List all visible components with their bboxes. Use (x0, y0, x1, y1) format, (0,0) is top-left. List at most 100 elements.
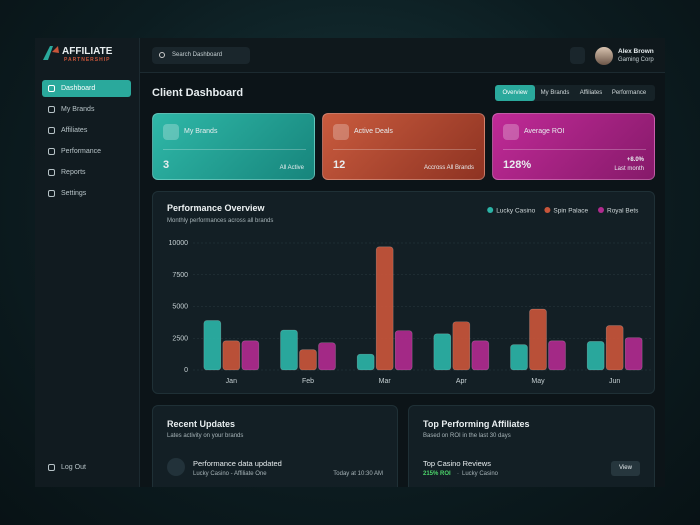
nav-label: Performance (61, 148, 102, 155)
y-tick-label: 5000 (172, 304, 188, 311)
nav-item[interactable]: Reports (42, 164, 131, 181)
affiliate-brand: Lucky Casino (462, 471, 499, 477)
x-tick-label: Apr (456, 378, 468, 385)
nav-label: Settings (61, 190, 87, 197)
bar (452, 321, 471, 371)
x-tick-label: Jun (609, 378, 620, 385)
y-tick-label: 0 (184, 367, 188, 374)
stat-card: My Brands 3 All Active (152, 113, 315, 180)
card-note: Accross All Brands (423, 165, 474, 171)
x-tick-label: Feb (302, 378, 314, 385)
bar (510, 344, 528, 371)
nav-label: Dashboard (61, 85, 96, 92)
card-title: My Brands (184, 128, 218, 135)
tabs: Overview My Brands Affiliates Performance (495, 85, 655, 101)
search-box[interactable]: Search Dashboard (152, 47, 250, 64)
nav-item[interactable]: Affiliates (42, 122, 131, 139)
legend-label: Royal Bets (607, 208, 639, 215)
bar (605, 325, 624, 371)
bar (375, 246, 394, 371)
card-value: 12 (333, 159, 346, 171)
nav-item[interactable]: Performance (42, 143, 131, 160)
bar (624, 337, 643, 371)
search-placeholder: Search Dashboard (172, 52, 223, 58)
bar (471, 340, 490, 371)
card-icon (333, 124, 349, 140)
y-tick-label: 10000 (169, 240, 189, 247)
chart-panel: Performance Overview Monthly performance… (152, 191, 655, 394)
bar (356, 353, 375, 371)
bar (548, 340, 566, 371)
update-icon (167, 458, 185, 476)
stat-card: Average ROI 128% +8.0% Last month (492, 113, 655, 180)
user-company: Gaming Corp (618, 57, 654, 63)
legend-swatch (487, 207, 494, 213)
chart-subtitle: Monthly performances across all brands (167, 218, 273, 224)
avatar (595, 47, 613, 65)
legend-label: Spin Palace (553, 208, 588, 215)
updates-panel: Recent Updates Lates activity on your br… (152, 405, 398, 487)
nav-item[interactable]: Settings (42, 185, 131, 202)
affiliates-subtitle: Based on ROI in the last 30 days (423, 433, 511, 439)
bar (529, 308, 547, 371)
tab[interactable]: Affiliates (579, 90, 603, 96)
card-title: Average ROI (524, 128, 565, 135)
x-tick-label: Jan (226, 378, 237, 385)
updates-subtitle: Lates activity on your brands (167, 433, 244, 439)
chart: Performance Overview Monthly performance… (167, 203, 653, 385)
y-tick-label: 7500 (172, 272, 188, 279)
bar (394, 330, 413, 371)
user-name: Alex Brown (618, 48, 654, 55)
tab[interactable]: Performance (611, 90, 647, 96)
nav-item[interactable]: My Brands (42, 101, 131, 118)
card-title: Active Deals (354, 128, 393, 135)
y-tick-label: 2500 (172, 335, 188, 342)
card-note: Last month (614, 166, 644, 172)
sidebar: AFFILIATE PARTNERSHIP Dashboard My Brands… (35, 38, 140, 487)
logout-label: Log Out (61, 464, 86, 471)
card-note: All Active (279, 165, 304, 171)
view-button[interactable]: View (611, 461, 640, 476)
affiliates-title: Top Performing Affiliates (423, 419, 530, 429)
logo-icon (43, 46, 59, 60)
affiliate-roi: 215% ROI (423, 471, 451, 477)
card-divider (163, 149, 306, 150)
nav-label: Reports (61, 169, 86, 176)
card-value: 3 (163, 159, 170, 171)
stat-card: Active Deals 12 Accross All Brands (322, 113, 485, 180)
chart-title: Performance Overview (167, 203, 266, 213)
brand-name: AFFILIATE (62, 46, 113, 57)
bar (433, 333, 452, 371)
x-tick-label: May (531, 378, 545, 385)
card-value: 128% (503, 159, 532, 171)
legend-label: Lucky Casino (496, 208, 535, 215)
bar (203, 320, 222, 371)
affiliates-panel: Top Performing Affiliates Based on ROI i… (408, 405, 655, 487)
tab[interactable]: My Brands (540, 90, 570, 96)
affiliate-name: Top Casino Reviews (423, 459, 491, 468)
x-tick-label: Mar (379, 378, 392, 385)
nav-item[interactable]: Dashboard (42, 80, 131, 97)
bar (222, 340, 241, 371)
update-detail: Lucky Casino - Affiliate One (193, 471, 267, 477)
tab[interactable]: Overview (495, 85, 535, 101)
update-title: Performance data updated (193, 459, 282, 468)
card-divider (503, 149, 646, 150)
logout[interactable]: Log Out (42, 459, 131, 476)
bar (586, 341, 605, 371)
bar (241, 340, 260, 371)
bar (299, 349, 317, 371)
card-icon (503, 124, 519, 140)
page-title: Client Dashboard (152, 87, 244, 99)
brand-tagline: PARTNERSHIP (64, 57, 111, 63)
card-change: +8.0% (626, 157, 644, 163)
legend-swatch (598, 207, 604, 213)
update-time: Today at 10:30 AM (333, 471, 383, 477)
card-icon (163, 124, 179, 140)
updates-title: Recent Updates (167, 419, 236, 429)
bar (280, 329, 298, 371)
nav-label: My Brands (61, 106, 95, 113)
notifications[interactable] (570, 47, 585, 64)
card-divider (333, 149, 476, 150)
